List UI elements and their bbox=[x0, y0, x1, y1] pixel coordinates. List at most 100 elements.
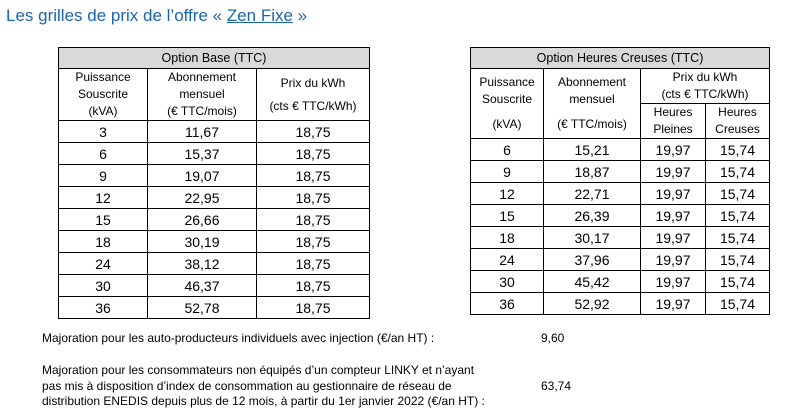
table-cell: 22,71 bbox=[543, 182, 641, 205]
column-header-power: Puissance Souscrite (kVA) bbox=[470, 68, 544, 139]
table-cell: 19,97 bbox=[640, 248, 706, 271]
table-cell: 15,74 bbox=[705, 248, 770, 271]
header-line: (€ TTC/mois) bbox=[557, 117, 627, 131]
table-cell: 6 bbox=[470, 138, 544, 161]
column-header-subscription: Abonnement mensuel (€ TTC/mois) bbox=[147, 68, 257, 121]
table-row: 36 52,78 18,75 bbox=[58, 296, 370, 319]
note-value: 63,74 bbox=[541, 379, 572, 393]
table-cell: 24 bbox=[58, 252, 148, 275]
header-line: Abonnement bbox=[167, 70, 237, 84]
column-header-offpeak: Heures Creuses bbox=[705, 103, 770, 139]
table-cell: 30 bbox=[58, 274, 148, 297]
table-cell: 15,37 bbox=[147, 142, 257, 165]
table-cell: 18,87 bbox=[543, 160, 641, 183]
note-value: 9,60 bbox=[541, 331, 565, 345]
note-line: distribution ENEDIS depuis plus de 12 mo… bbox=[42, 394, 485, 408]
table-cell: 30,17 bbox=[543, 226, 641, 249]
column-header-power: Puissance Souscrite (kVA) bbox=[58, 68, 148, 121]
header-line: Prix du kWh bbox=[672, 70, 738, 84]
table-cell: 15 bbox=[58, 208, 148, 231]
table-caption: Option Base (TTC) bbox=[58, 47, 370, 69]
header-line: mensuel bbox=[179, 87, 225, 101]
table-cell: 26,66 bbox=[147, 208, 257, 231]
column-header-kwh-price: Prix du kWh (cts € TTC/kWh) bbox=[256, 68, 370, 121]
table-row: 12 22,71 19,97 15,74 bbox=[470, 182, 770, 205]
table-cell: 36 bbox=[470, 292, 544, 315]
table-cell: 18,75 bbox=[256, 230, 370, 253]
table-row: 15 26,66 18,75 bbox=[58, 208, 370, 231]
note-line: pas mis à disposition d’index de consomm… bbox=[42, 378, 452, 393]
table-cell: 19,07 bbox=[147, 164, 257, 187]
table-cell: 18,75 bbox=[256, 252, 370, 275]
note-line: Majoration pour les auto-producteurs ind… bbox=[42, 331, 435, 345]
off-peak-price-table: Option Heures Creuses (TTC) Puissance So… bbox=[470, 47, 770, 315]
header-line: Creuses bbox=[715, 122, 760, 136]
table-cell: 18,75 bbox=[256, 208, 370, 231]
column-header-peak: Heures Pleines bbox=[640, 103, 706, 139]
table-cell: 6 bbox=[58, 142, 148, 165]
table-row: 9 18,87 19,97 15,74 bbox=[470, 160, 770, 183]
table-row: 24 38,12 18,75 bbox=[58, 252, 370, 275]
table-row: 15 26,39 19,97 15,74 bbox=[470, 204, 770, 227]
header-line: Pleines bbox=[653, 122, 693, 136]
page-title: Les grilles de prix de l’offre « Zen Fix… bbox=[6, 6, 307, 26]
table-cell: 38,12 bbox=[147, 252, 257, 275]
table-cell: 15,21 bbox=[543, 138, 641, 161]
table-row: 6 15,21 19,97 15,74 bbox=[470, 138, 770, 161]
table-row: 24 37,96 19,97 15,74 bbox=[470, 248, 770, 271]
header-line: Heures bbox=[718, 105, 757, 119]
table-cell: 12 bbox=[470, 182, 544, 205]
table-cell: 19,97 bbox=[640, 270, 706, 293]
table-cell: 19,97 bbox=[640, 138, 706, 161]
table-row: 12 22,95 18,75 bbox=[58, 186, 370, 209]
table-cell: 19,97 bbox=[640, 226, 706, 249]
table-cell: 22,95 bbox=[147, 186, 257, 209]
table-cell: 18,75 bbox=[256, 296, 370, 319]
table-cell: 52,78 bbox=[147, 296, 257, 319]
table-row: 18 30,19 18,75 bbox=[58, 230, 370, 253]
header-line: (kVA) bbox=[88, 104, 118, 118]
table-cell: 30 bbox=[470, 270, 544, 293]
table-cell: 19,97 bbox=[640, 182, 706, 205]
header-line: Prix du kWh bbox=[280, 75, 346, 90]
table-cell: 24 bbox=[470, 248, 544, 271]
header-line: Abonnement bbox=[557, 75, 627, 89]
table-cell: 12 bbox=[58, 186, 148, 209]
table-cell: 18,75 bbox=[256, 164, 370, 187]
table-cell: 45,42 bbox=[543, 270, 641, 293]
table-row: 3 11,67 18,75 bbox=[58, 120, 370, 143]
note-no-linky: Majoration pour les consommateurs non éq… bbox=[42, 363, 485, 410]
table-row: 30 45,42 19,97 15,74 bbox=[470, 270, 770, 293]
column-header-kwh-price: Prix du kWh (cts € TTC/kWh) bbox=[640, 68, 770, 104]
table-cell: 26,39 bbox=[543, 204, 641, 227]
header-line: (€ TTC/mois) bbox=[167, 104, 237, 118]
header-line: Souscrite bbox=[77, 87, 129, 101]
title-prefix: Les grilles de prix de l’offre « bbox=[6, 6, 227, 25]
table-caption: Option Heures Creuses (TTC) bbox=[470, 47, 770, 69]
table-cell: 18,75 bbox=[256, 186, 370, 209]
column-header-subscription: Abonnement mensuel (€ TTC/mois) bbox=[543, 68, 641, 139]
table-cell: 18 bbox=[58, 230, 148, 253]
table-row: 30 46,37 18,75 bbox=[58, 274, 370, 297]
table-cell: 18,75 bbox=[256, 142, 370, 165]
table-cell: 9 bbox=[470, 160, 544, 183]
table-cell: 19,97 bbox=[640, 204, 706, 227]
table-cell: 15,74 bbox=[705, 204, 770, 227]
table-cell: 15,74 bbox=[705, 182, 770, 205]
table-cell: 3 bbox=[58, 120, 148, 143]
table-row: 6 15,37 18,75 bbox=[58, 142, 370, 165]
table-cell: 46,37 bbox=[147, 274, 257, 297]
table-cell: 9 bbox=[58, 164, 148, 187]
header-line: (cts € TTC/kWh) bbox=[269, 98, 357, 113]
note-self-producers: Majoration pour les auto-producteurs ind… bbox=[42, 331, 434, 347]
header-line: (kVA) bbox=[492, 117, 522, 131]
table-cell: 18,75 bbox=[256, 274, 370, 297]
table-cell: 15,74 bbox=[705, 160, 770, 183]
table-cell: 18 bbox=[470, 226, 544, 249]
offer-link[interactable]: Zen Fixe bbox=[226, 6, 293, 25]
header-line: Puissance bbox=[75, 70, 131, 84]
header-line: Heures bbox=[653, 105, 693, 119]
table-cell: 19,97 bbox=[640, 160, 706, 183]
base-price-table: Option Base (TTC) Puissance Souscrite (k… bbox=[58, 47, 370, 319]
note-line: Majoration pour les consommateurs non éq… bbox=[42, 363, 475, 377]
